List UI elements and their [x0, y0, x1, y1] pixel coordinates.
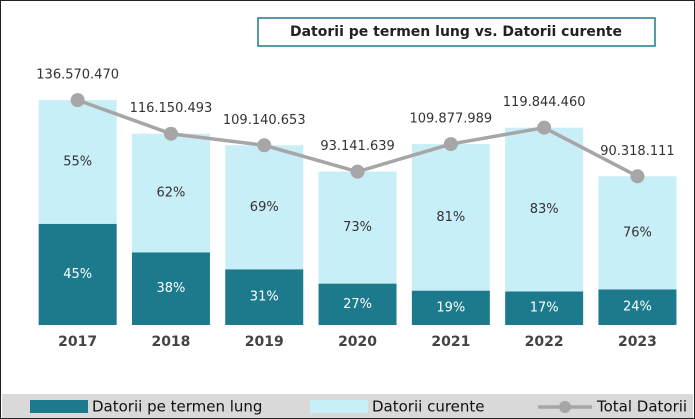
- total-label: 109.877.989: [409, 112, 492, 127]
- x-tick-label: 2023: [618, 334, 657, 350]
- total-label: 109.140.653: [223, 113, 306, 128]
- data-label: 73%: [343, 220, 372, 235]
- data-label: 76%: [623, 225, 652, 240]
- x-tick-label: 2022: [525, 334, 564, 350]
- data-label: 69%: [250, 200, 279, 215]
- x-tick-label: 2021: [431, 334, 470, 350]
- data-label: 62%: [156, 186, 185, 201]
- total-label: 136.570.470: [36, 68, 119, 83]
- bar-segment: [131, 252, 210, 325]
- data-label: 55%: [63, 154, 92, 169]
- chart-title: Datorii pe termen lung vs. Datorii curen…: [290, 24, 622, 40]
- total-marker: [163, 126, 178, 141]
- legend-label: Total Datorii: [596, 398, 687, 416]
- total-marker: [537, 120, 552, 135]
- data-label: 31%: [250, 290, 279, 305]
- bar-segment: [225, 145, 304, 270]
- bar-segment: [318, 171, 397, 284]
- data-label: 45%: [63, 267, 92, 282]
- bar-segment: [411, 290, 490, 325]
- legend-label: Datorii curente: [372, 398, 485, 416]
- legend-swatch: [30, 400, 88, 413]
- bar-segment: [131, 133, 210, 253]
- bar-segment: [598, 289, 677, 325]
- total-label: 116.150.493: [130, 101, 213, 116]
- bar-segment: [505, 291, 584, 325]
- bar-segment: [318, 283, 397, 325]
- total-marker: [257, 138, 272, 153]
- data-label: 81%: [436, 210, 465, 225]
- x-tick-label: 2017: [58, 334, 97, 350]
- total-label: 93.141.639: [320, 139, 394, 154]
- total-marker: [630, 169, 645, 184]
- title-box: [257, 17, 656, 47]
- bar-segment: [505, 127, 584, 292]
- legend-label: Datorii pe termen lung: [92, 398, 262, 416]
- data-label: 19%: [436, 300, 465, 315]
- total-marker: [70, 93, 85, 108]
- data-label: 83%: [530, 202, 559, 217]
- total-marker: [350, 164, 365, 179]
- bar-segment: [38, 100, 117, 224]
- bar-segment: [38, 223, 117, 325]
- data-label: 38%: [156, 281, 185, 296]
- x-tick-label: 2019: [245, 334, 284, 350]
- legend-marker: [559, 401, 571, 413]
- x-tick-label: 2020: [338, 334, 377, 350]
- x-tick-label: 2018: [151, 334, 190, 350]
- total-label: 90.318.111: [600, 144, 674, 159]
- legend-swatch: [310, 400, 368, 413]
- data-label: 27%: [343, 297, 372, 312]
- bar-segment: [225, 269, 304, 325]
- data-label: 17%: [530, 301, 559, 316]
- bar-segment: [598, 176, 677, 290]
- bar-segment: [411, 144, 490, 291]
- total-label: 119.844.460: [503, 95, 586, 110]
- total-marker: [443, 137, 458, 152]
- data-label: 24%: [623, 300, 652, 315]
